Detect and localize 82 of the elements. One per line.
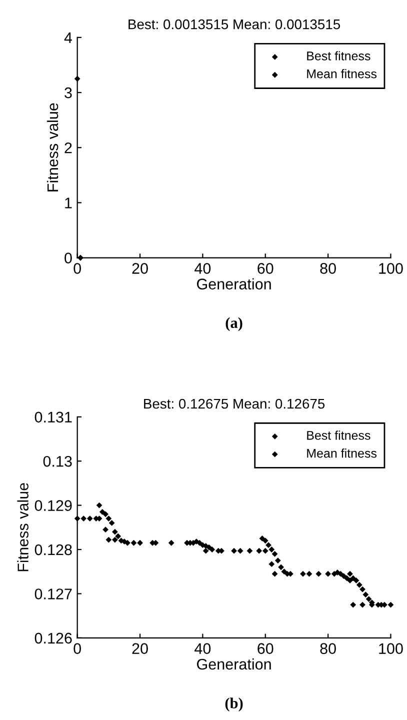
x-tick-label: 60	[258, 643, 274, 654]
point	[168, 540, 174, 546]
point	[202, 548, 209, 554]
point	[256, 548, 262, 554]
point	[325, 570, 331, 577]
point	[362, 592, 369, 598]
point	[300, 570, 306, 577]
x-tick-label: 100	[379, 643, 403, 654]
x-tick-label: 20	[132, 643, 148, 654]
point	[350, 602, 356, 608]
y-tick-label: 0.131	[34, 412, 72, 423]
point	[137, 540, 143, 546]
chart-title: Best: 0.12675 Mean: 0.12675	[144, 398, 325, 409]
point	[340, 573, 347, 579]
point	[262, 538, 268, 544]
point	[366, 596, 372, 602]
point	[96, 502, 102, 508]
point	[86, 516, 93, 522]
y-tick-label: 2	[64, 142, 72, 154]
point	[268, 546, 275, 552]
x-tick-label: 100	[379, 263, 403, 274]
point	[231, 548, 237, 554]
point	[350, 575, 356, 582]
y-tick-label: 0.13	[43, 456, 72, 467]
chart-title: Best: 0.0013515 Mean: 0.0013515	[128, 19, 340, 30]
y-tick-label: 0.128	[34, 544, 72, 556]
legend-label: Best fitness	[307, 430, 370, 440]
point	[209, 546, 216, 552]
y-tick-label: 3	[64, 87, 72, 98]
point	[80, 516, 87, 522]
text: (b)	[225, 698, 243, 712]
x-tick-label: 40	[194, 643, 211, 654]
y-tick-label: 0.126	[34, 632, 72, 644]
x-tick-label: 80	[320, 643, 336, 654]
legend-label: Best fitness	[307, 51, 370, 60]
point	[274, 558, 281, 564]
y-tick-label: 0	[64, 252, 72, 264]
point	[347, 570, 353, 577]
point	[360, 586, 366, 592]
x-axis-title: Generation	[197, 278, 271, 290]
point	[278, 564, 284, 570]
point	[115, 533, 122, 540]
point	[272, 550, 278, 557]
point	[281, 568, 288, 575]
y-axis-title: Fitness value	[46, 103, 58, 192]
point	[237, 548, 244, 554]
x-tick-label: 60	[258, 263, 274, 274]
point	[102, 526, 108, 533]
point	[108, 520, 115, 526]
x-tick-label: 0	[74, 643, 81, 654]
point	[106, 516, 112, 522]
point	[306, 570, 312, 577]
point	[268, 561, 275, 568]
point	[272, 570, 278, 577]
point	[106, 536, 112, 543]
x-tick-label: 80	[320, 263, 336, 274]
point	[316, 570, 322, 577]
x-axis-title: Generation	[197, 658, 271, 670]
point	[360, 602, 366, 608]
point	[102, 511, 108, 518]
legend-label: Mean fitness	[307, 69, 377, 78]
y-tick-label: 0.129	[34, 500, 72, 511]
y-axis-title: Fitness value	[17, 483, 28, 572]
legend-label: Mean fitness	[307, 448, 377, 458]
point	[130, 540, 137, 546]
x-tick-label: 40	[194, 263, 211, 274]
point	[196, 540, 202, 546]
point	[262, 548, 268, 554]
point	[266, 542, 272, 548]
y-tick-label: 1	[65, 198, 72, 208]
point	[259, 536, 266, 542]
point	[356, 582, 362, 588]
point	[74, 516, 80, 522]
text: (a)	[226, 317, 242, 332]
y-tick-label: 0.127	[34, 588, 72, 600]
x-tick-label: 0	[74, 263, 81, 274]
y-tick-label: 4	[64, 32, 72, 43]
point	[112, 528, 118, 535]
point	[112, 536, 118, 543]
point	[246, 548, 253, 554]
point	[353, 578, 360, 584]
x-tick-label: 20	[132, 263, 148, 274]
